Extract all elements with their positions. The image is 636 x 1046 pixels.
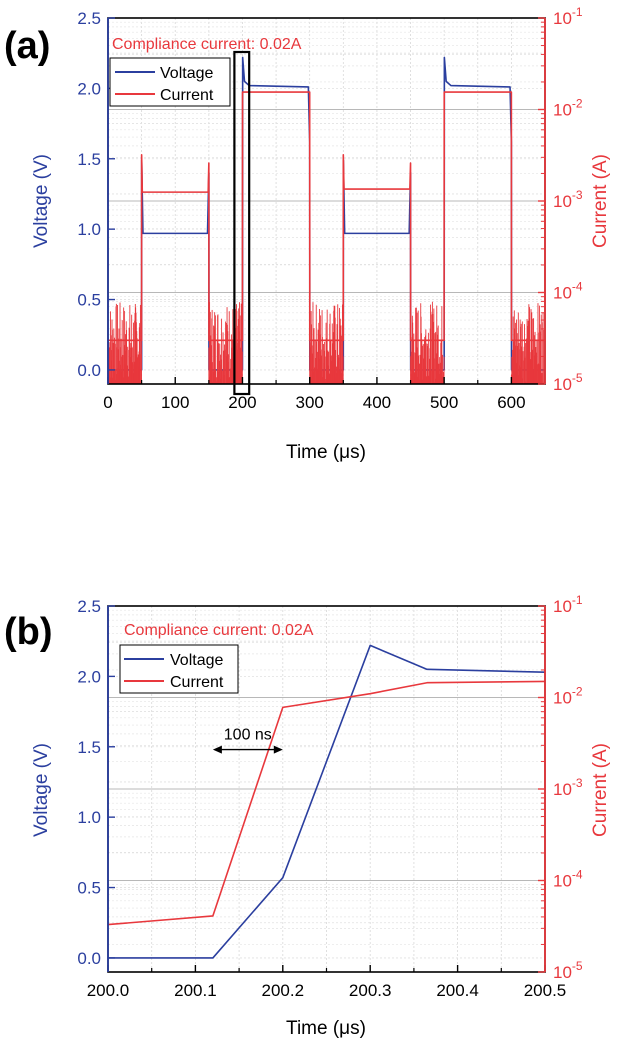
panel-b-x-tick-label: 200.4 xyxy=(436,981,479,1000)
panel-b-left-axis-title: Voltage (V) xyxy=(31,743,52,837)
panel-a-x-tick-label: 600 xyxy=(497,393,525,412)
panel-a-axes: 0 100 200 300 400 500 600 0.0 0.5 1.0 1.5 2.0 2.5 10-… xyxy=(77,5,583,412)
panel-a-x-tick-label: 0 xyxy=(103,393,112,412)
panel-a: (a) 0 100 200 300 400 500 600 0.0 0.5 1.0 1.5 2.0 2.… xyxy=(4,5,611,463)
panel-a-left-axis-title: Voltage (V) xyxy=(31,154,52,248)
panel-a-left-tick-label: 0.5 xyxy=(77,291,101,310)
panel-b-series xyxy=(107,644,546,959)
panel-b-label: (b) xyxy=(4,611,53,653)
panel-a-x-tick-label: 100 xyxy=(161,393,189,412)
panel-a-right-tick-label: 10-4 xyxy=(553,280,583,303)
panel-b-legend: Voltage Current xyxy=(119,644,239,694)
panel-a-legend-current-label: Current xyxy=(160,87,214,104)
panel-a-legend-voltage-label: Voltage xyxy=(160,65,213,82)
panel-b-left-tick-label: 2.0 xyxy=(77,667,101,686)
panel-a-left-tick-label: 1.5 xyxy=(77,150,101,169)
panel-b-left-tick-label: 0.0 xyxy=(77,949,101,968)
panel-a-current-line xyxy=(108,91,545,342)
panel-a-left-tick-label: 2.0 xyxy=(77,79,101,98)
panel-b-left-tick-label: 1.5 xyxy=(77,738,101,757)
panel-b-legend-box xyxy=(119,644,239,694)
panel-a-x-tick-label: 300 xyxy=(296,393,324,412)
panel-a-legend: Voltage Current xyxy=(109,57,231,107)
panel-b-x-tick-label: 200.1 xyxy=(174,981,217,1000)
panel-b-right-tick-label: 10-4 xyxy=(553,868,583,891)
panel-b-voltage-line xyxy=(108,644,546,959)
panel-a-left-tick-label: 1.0 xyxy=(77,220,101,239)
panel-b-x-tick-label: 200.2 xyxy=(262,981,305,1000)
panel-b-legend-current-label: Current xyxy=(170,674,224,691)
panel-a-x-tick-label: 400 xyxy=(363,393,391,412)
panel-b-left-tick-label: 0.5 xyxy=(77,879,101,898)
panel-b-left-tick-label: 1.0 xyxy=(77,808,101,827)
panel-b-right-tick-label: 10-5 xyxy=(553,959,583,982)
panel-b-duration-arrow xyxy=(212,745,283,754)
panel-b-axes: 200.0 200.1 200.2 200.3 200.4 200.5 0.0 0.5 1.0 1… xyxy=(77,593,583,1000)
panel-a-right-axis-title: Current (A) xyxy=(590,154,611,248)
panel-b-right-tick-label: 10-2 xyxy=(553,685,583,708)
panel-a-x-tick-label: 500 xyxy=(430,393,458,412)
panel-b-x-tick-label: 200.3 xyxy=(349,981,392,1000)
panel-a-x-axis-title: Time (μs) xyxy=(286,442,366,463)
panel-b-right-axis-title: Current (A) xyxy=(590,743,611,837)
panel-b-left-tick-label: 2.5 xyxy=(77,597,101,616)
panel-b-x-tick-label: 200.5 xyxy=(524,981,567,1000)
panel-b-right-tick-label: 10-1 xyxy=(553,593,583,616)
panel-a-left-tick-label: 0.0 xyxy=(77,361,101,380)
panel-b-arrow-head-right xyxy=(273,745,283,754)
panel-b-compliance-annotation: Compliance current: 0.02A xyxy=(124,622,314,639)
panel-b-x-axis-title: Time (μs) xyxy=(286,1018,366,1039)
panel-b-current-line xyxy=(107,680,546,926)
panel-a-label: (a) xyxy=(4,25,50,67)
panel-a-right-tick-label: 10-2 xyxy=(553,97,583,120)
panel-a-right-tick-label: 10-1 xyxy=(553,5,583,28)
panel-b-legend-voltage-label: Voltage xyxy=(170,652,223,669)
panel-a-left-tick-label: 2.5 xyxy=(77,9,101,28)
panel-a-right-tick-label: 10-3 xyxy=(553,188,583,211)
panel-a-highlight-box xyxy=(233,50,251,396)
panel-a-x-tick-label: 200 xyxy=(228,393,256,412)
panel-b-duration-label: 100 ns xyxy=(224,727,272,744)
panel-a-right-tick-label: 10-5 xyxy=(553,371,583,394)
panel-a-compliance-annotation: Compliance current: 0.02A xyxy=(112,36,302,53)
panel-b-arrow-head-left xyxy=(212,745,222,754)
panel-b-x-tick-label: 200.0 xyxy=(87,981,130,1000)
panel-a-legend-box xyxy=(109,57,231,107)
panel-b-right-tick-label: 10-3 xyxy=(553,776,583,799)
panel-a-series xyxy=(107,50,546,396)
panel-b: (b) 200.0 200.1 200.2 200.3 200.4 200.5 0.0 0.5… xyxy=(4,593,611,1039)
